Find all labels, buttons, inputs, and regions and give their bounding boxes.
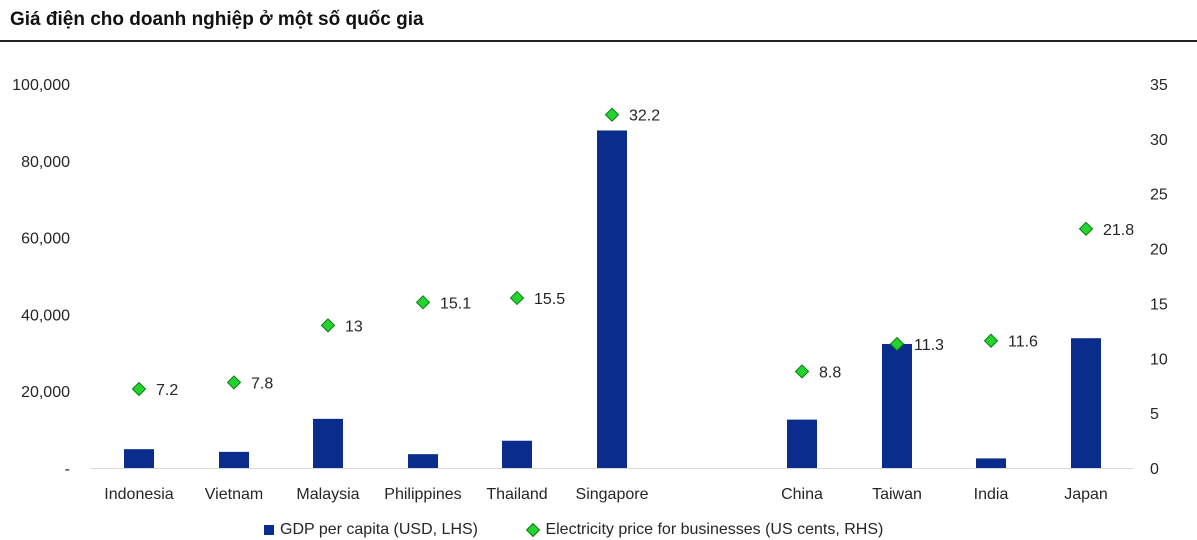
x-tick-label: Japan (1064, 486, 1108, 503)
y-right-tick-label: 25 (1150, 187, 1168, 204)
price-label-vietnam: 7.8 (251, 375, 273, 392)
price-point-indonesia (131, 381, 147, 397)
legend-item-gdp: GDP per capita (USD, LHS) (264, 521, 478, 539)
title-rule (0, 40, 1197, 42)
y-right-tick-label: 10 (1150, 351, 1168, 368)
bar-philippines (408, 454, 438, 468)
bar-china (787, 419, 817, 468)
bar-vietnam (219, 451, 249, 468)
legend-label-gdp: GDP per capita (USD, LHS) (280, 521, 478, 538)
bar-taiwan (882, 343, 912, 468)
y-right-tick-label: 15 (1150, 296, 1168, 313)
price-point-india (983, 333, 999, 348)
price-label-philippines: 15.1 (440, 295, 471, 312)
y-left-tick-label: 40,000 (21, 307, 70, 324)
y-left-tick-label: - (65, 461, 70, 478)
x-tick-label: Taiwan (872, 486, 922, 503)
price-point-vietnam (226, 375, 242, 390)
y-right-tick-label: 5 (1150, 406, 1159, 423)
price-label-malaysia: 13 (345, 318, 363, 335)
chart-title: Giá điện cho doanh nghiệp ở một số quốc … (10, 9, 424, 30)
legend: GDP per capita (USD, LHS) Electricity pr… (264, 521, 927, 540)
x-tick-label: India (974, 486, 1009, 503)
bar-india (976, 458, 1006, 468)
price-point-japan (1078, 221, 1094, 237)
y-left-tick-label: 80,000 (21, 154, 70, 171)
price-label-india: 11.6 (1008, 334, 1038, 351)
bar-singapore (597, 130, 627, 469)
x-tick-label: Malaysia (296, 486, 359, 503)
price-point-thailand (509, 290, 525, 306)
price-label-china: 8.8 (819, 364, 841, 381)
price-label-japan: 21.8 (1103, 222, 1134, 239)
bar-thailand (502, 440, 532, 468)
y-right-tick-label: 0 (1150, 461, 1159, 478)
legend-diamond-swatch (526, 522, 541, 538)
bar-japan (1071, 338, 1101, 468)
bar-indonesia (124, 449, 154, 468)
price-label-taiwan: 11.3 (914, 337, 944, 354)
bar-malaysia (313, 418, 343, 468)
y-right-tick-label: 20 (1150, 242, 1168, 259)
price-label-singapore: 32.2 (629, 108, 660, 125)
price-point-china (794, 364, 810, 379)
price-point-malaysia (320, 318, 336, 333)
x-tick-label: Philippines (384, 486, 461, 503)
x-tick-label: China (781, 486, 823, 503)
price-point-singapore (604, 107, 620, 122)
x-tick-label: Singapore (576, 486, 649, 503)
y-right-tick-label: 35 (1150, 77, 1168, 94)
y-left-tick-label: 100,000 (12, 77, 70, 94)
price-point-taiwan (889, 336, 905, 352)
price-point-philippines (415, 295, 431, 310)
y-left-tick-label: 60,000 (21, 231, 70, 248)
legend-bar-swatch (264, 525, 274, 535)
price-label-thailand: 15.5 (534, 291, 565, 308)
legend-item-price: Electricity price for businesses (US cen… (526, 521, 883, 539)
y-right-tick-label: 30 (1150, 132, 1168, 149)
x-tick-label: Thailand (486, 486, 547, 503)
x-tick-label: Vietnam (205, 486, 263, 503)
x-tick-label: Indonesia (104, 486, 173, 503)
y-left-tick-label: 20,000 (21, 384, 70, 401)
price-label-indonesia: 7.2 (156, 382, 178, 399)
legend-label-price: Electricity price for businesses (US cen… (545, 521, 884, 538)
